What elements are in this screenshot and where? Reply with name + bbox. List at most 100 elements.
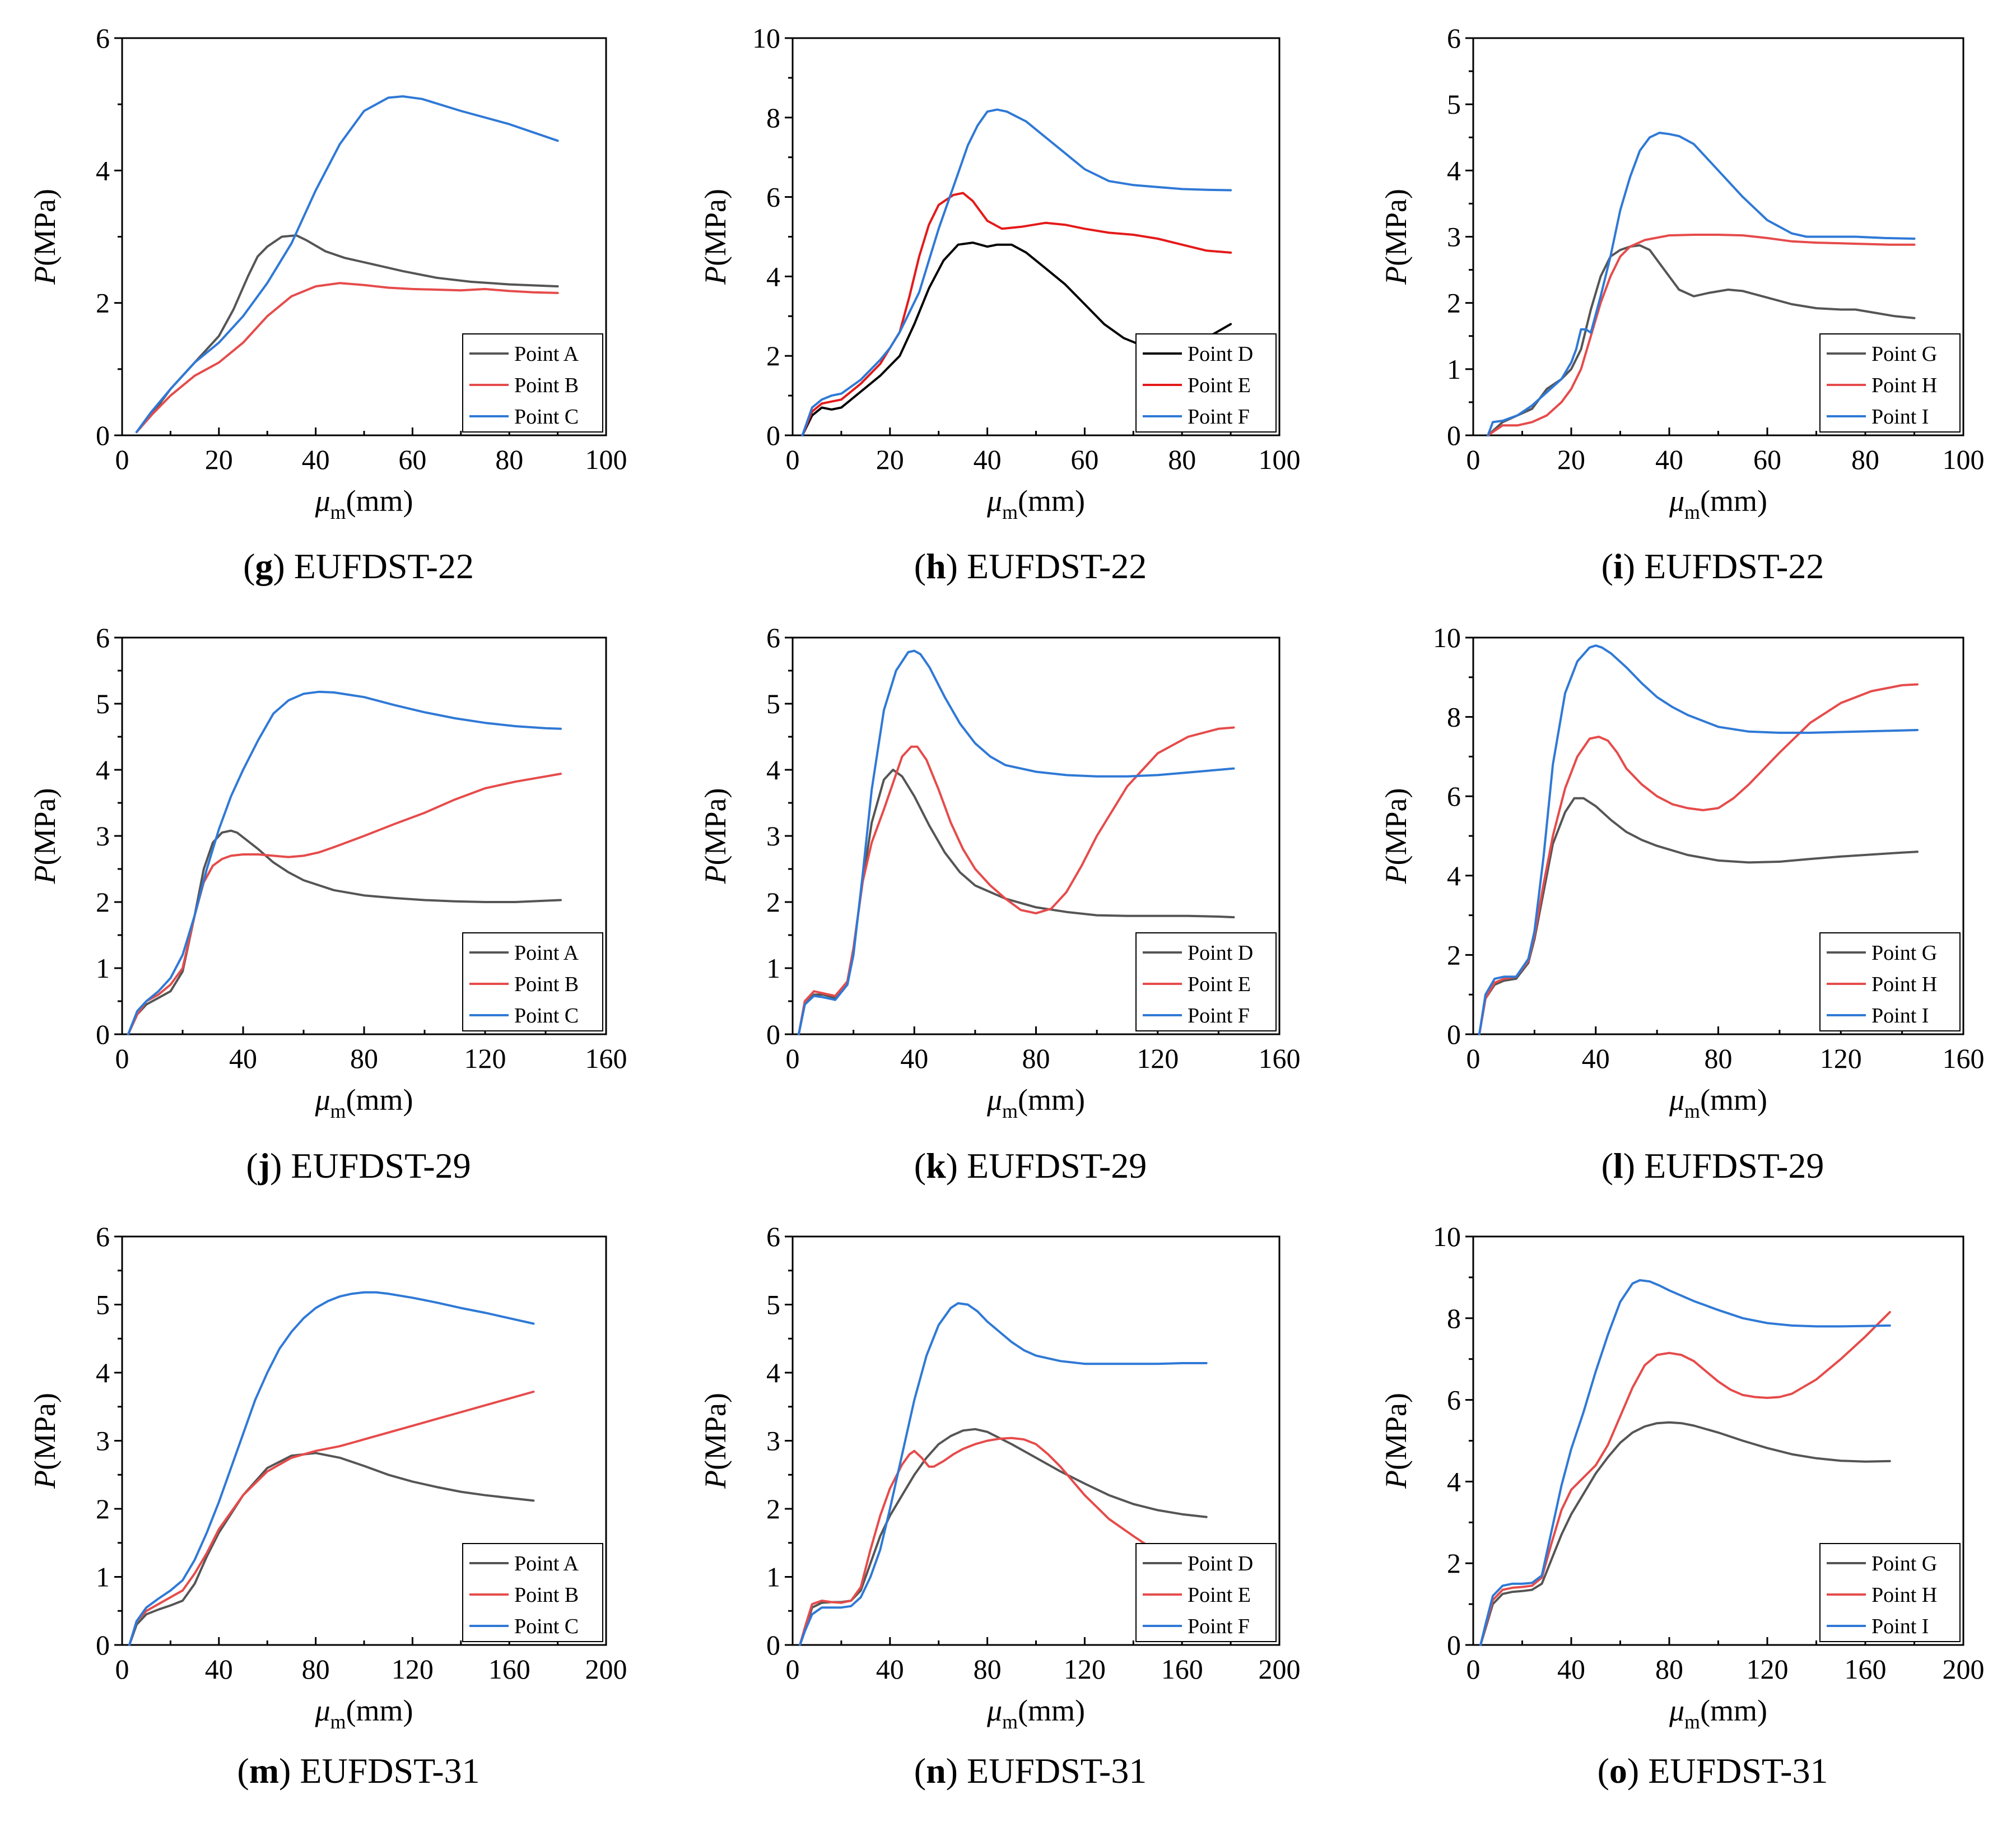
x-axis-label: μm(mm) — [1669, 1083, 1767, 1122]
series-line-point-f — [801, 108, 1232, 436]
y-axis-label-unit: (MPa) — [699, 1393, 732, 1470]
x-tick-label: 200 — [1943, 1653, 1985, 1685]
panel-caption: (h) EUFDST-22 — [914, 546, 1147, 586]
y-axis-label: P(MPa) — [28, 189, 62, 285]
y-tick-label: 3 — [766, 820, 780, 852]
series-line-point-b — [135, 282, 559, 434]
y-tick-label: 1 — [766, 952, 780, 984]
legend-entry: Point D — [1188, 941, 1253, 965]
y-axis-label-unit: (MPa) — [28, 1393, 62, 1470]
caption-paren: ) — [946, 1146, 958, 1186]
x-axis-label: μm(mm) — [314, 484, 413, 523]
caption-paren: ( — [1601, 1146, 1613, 1186]
series-line-point-f — [797, 649, 1235, 1035]
y-axis-label: P(MPa) — [699, 1393, 732, 1489]
y-tick-label: 6 — [1447, 780, 1461, 812]
legend-entry: Point A — [514, 941, 579, 965]
y-tick-label: 0 — [96, 1019, 110, 1050]
legend-entry: Point H — [1871, 374, 1937, 397]
x-tick-label: 80 — [1705, 1043, 1733, 1074]
panel-caption: (n) EUFDST-31 — [914, 1751, 1147, 1791]
y-axis-label-unit: (MPa) — [699, 788, 732, 866]
y-tick-label: 2 — [766, 340, 780, 371]
y-tick-label: 4 — [766, 1357, 780, 1388]
x-axis-label-symbol: μ — [1669, 1083, 1684, 1117]
caption-paren: ( — [914, 546, 926, 586]
y-tick-label: 6 — [96, 622, 110, 653]
caption-paren: ( — [246, 1146, 258, 1186]
y-axis-label-symbol: P — [1379, 1470, 1413, 1489]
x-axis-label-subscript: m — [1684, 1100, 1700, 1122]
x-tick-label: 120 — [1820, 1043, 1862, 1074]
caption-letter: l — [1613, 1146, 1623, 1186]
x-tick-label: 0 — [786, 1653, 800, 1685]
panel-caption: (m) EUFDST-31 — [237, 1751, 479, 1791]
caption-text: EUFDST-29 — [282, 1146, 471, 1186]
caption-paren: ) — [270, 1146, 282, 1186]
legend: Point D Point E Point F — [1135, 333, 1277, 433]
panel-caption: (j) EUFDST-29 — [246, 1146, 471, 1186]
series-line-point-b — [128, 1391, 535, 1646]
x-tick-label: 40 — [229, 1043, 257, 1074]
series-line-point-d — [801, 241, 1232, 436]
y-axis-label: P(MPa) — [1379, 788, 1413, 885]
x-axis-label-symbol: μ — [1669, 1694, 1684, 1727]
legend-entry: Point A — [514, 342, 579, 366]
caption-text: EUFDST-22 — [1635, 546, 1824, 586]
x-tick-label: 20 — [876, 444, 904, 475]
legend-entry: Point E — [1188, 1583, 1251, 1607]
y-axis-label: P(MPa) — [1379, 189, 1413, 285]
x-axis-label-symbol: μ — [986, 484, 1002, 518]
x-axis-label: μm(mm) — [986, 1083, 1085, 1122]
x-tick-label: 40 — [876, 1653, 904, 1685]
y-tick-label: 10 — [1433, 1221, 1461, 1252]
series-line-point-a — [128, 1452, 535, 1646]
y-tick-label: 8 — [766, 102, 780, 133]
x-axis-label: μm(mm) — [1669, 484, 1767, 523]
y-tick-label: 1 — [1447, 354, 1461, 385]
panel-caption: (o) EUFDST-31 — [1598, 1751, 1828, 1791]
legend-entry: Point G — [1871, 342, 1937, 366]
x-tick-label: 0 — [786, 444, 800, 475]
series-line-point-g — [1479, 1421, 1891, 1646]
y-tick-label: 2 — [1447, 939, 1461, 970]
y-axis-label: P(MPa) — [699, 189, 732, 285]
series-line-point-g — [1478, 797, 1919, 1035]
x-axis-label-unit: (mm) — [1018, 1694, 1085, 1727]
y-tick-label: 2 — [1447, 1547, 1461, 1579]
legend-entry: Point G — [1871, 941, 1937, 965]
y-axis-label-unit: (MPa) — [28, 788, 62, 866]
y-axis-label-symbol: P — [699, 266, 732, 285]
series-line-point-e — [799, 1437, 1159, 1646]
series-line-point-b — [127, 773, 562, 1035]
legend-entry: Point I — [1871, 1004, 1929, 1028]
caption-paren: ) — [279, 1751, 291, 1791]
legend-entry: Point C — [514, 1615, 579, 1638]
x-axis-label-subscript: m — [1684, 1711, 1700, 1733]
x-tick-label: 0 — [115, 444, 129, 475]
y-tick-label: 4 — [766, 261, 780, 292]
legend-entry: Point B — [514, 1583, 579, 1607]
y-tick-label: 1 — [96, 1561, 110, 1593]
caption-text: EUFDST-22 — [958, 546, 1147, 586]
caption-letter: g — [255, 546, 273, 586]
caption-text: EUFDST-31 — [291, 1751, 479, 1791]
y-axis-label-symbol: P — [699, 1470, 732, 1489]
y-tick-label: 3 — [96, 820, 110, 852]
y-tick-label: 6 — [1447, 22, 1461, 54]
y-tick-label: 0 — [766, 1629, 780, 1661]
y-tick-label: 4 — [1447, 155, 1461, 186]
caption-letter: h — [926, 546, 946, 586]
y-tick-label: 2 — [766, 1493, 780, 1524]
y-tick-label: 4 — [1447, 860, 1461, 891]
y-tick-label: 4 — [96, 1357, 110, 1388]
caption-text: EUFDST-31 — [958, 1751, 1147, 1791]
caption-paren: ) — [946, 1751, 958, 1791]
y-tick-label: 10 — [1433, 622, 1461, 653]
legend-entry: Point A — [514, 1552, 579, 1575]
legend-entry: Point I — [1871, 405, 1929, 429]
